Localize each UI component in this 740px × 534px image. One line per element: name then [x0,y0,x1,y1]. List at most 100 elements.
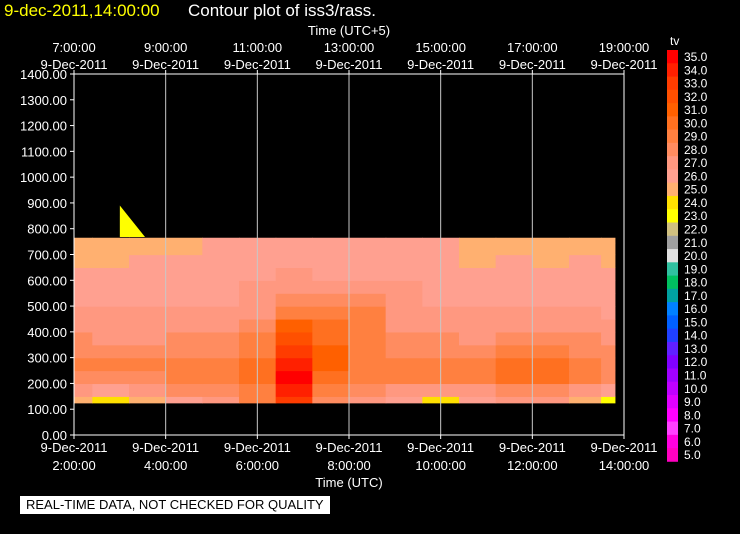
colorbar-level: 11.0 [684,368,707,382]
contour-cell [275,331,313,346]
contour-cell [92,357,130,372]
quality-warning-note: REAL-TIME DATA, NOT CHECKED FOR QUALITY [20,496,330,514]
contour-cell [495,267,533,281]
colorbar-level: 15.0 [684,315,708,329]
bottom-tick-date: 9-Dec-2011 [407,440,474,455]
contour-cell [312,383,350,397]
colorbar-swatch [667,315,678,330]
contour-cell [569,370,602,385]
contour-cell [385,370,423,385]
contour-cell [74,280,93,294]
contour-cell [129,293,167,307]
contour-cell [202,306,240,320]
contour-cell [532,280,570,294]
contour-cell [385,280,423,294]
contour-cell [532,396,570,404]
contour-cell [275,280,313,294]
contour-cell [349,383,387,397]
colorbar-level: 20.0 [684,249,708,263]
contour-cell [569,267,602,281]
contour-cell [532,318,570,333]
colorbar-swatch [667,195,678,210]
colorbar-swatch [667,156,678,170]
contour-cell [495,357,533,372]
contour-cell [74,357,93,372]
contour-cell [601,318,616,333]
colorbar-label: tv [670,34,679,48]
bottom-tick-date: 9-Dec-2011 [316,440,383,455]
contour-cell [74,344,93,359]
contour-cell [92,318,130,333]
contour-cell [459,254,497,268]
colorbar-swatch [667,142,678,157]
contour-cell [312,267,350,281]
top-tick-date: 9-Dec-2011 [224,57,291,72]
contour-cell [74,396,93,404]
contour-cell [569,344,602,359]
y-axis-ticks: 0.00 100.00 200.00 300.00 400.00 500.00 600.00… [20,67,74,443]
contour-cell [275,344,313,359]
contour-cell [385,242,423,256]
colorbar-swatch [667,328,678,343]
contour-cell [532,267,570,281]
contour-cell [349,280,387,294]
contour-cell [532,242,570,256]
contour-cell [129,280,167,294]
top-axis-ticks: 7:00:00 9-Dec-2011 9:00:00 9-Dec-2011 11:00:… [41,40,658,74]
contour-cell [92,396,130,404]
contour-cell [495,396,533,404]
contour-cell [74,254,93,268]
contour-cell [349,396,387,404]
colorbar-level: 35.0 [684,50,708,64]
top-tick-time: 7:00:00 [52,40,95,55]
y-tick-label: 600.00 [27,273,67,288]
top-tick-date: 9-Dec-2011 [591,57,658,72]
bottom-axis-ticks: 9-Dec-2011 2:00:00 9-Dec-2011 4:00:00 9-Dec-… [41,435,657,473]
colorbar-level: 23.0 [684,209,708,223]
contour-cell [569,306,602,320]
contour-cell [459,242,497,256]
bottom-tick-date: 9-Dec-2011 [132,440,199,455]
contour-cell [165,318,203,333]
colorbar-level: 16.0 [684,302,708,316]
contour-cell [532,293,570,307]
colorbar-swatch [667,222,678,237]
contour-cell [495,344,533,359]
contour-cell [532,254,570,268]
contour-cell [569,331,602,346]
contour-cell [385,306,423,320]
colorbar-swatch [667,103,678,117]
contour-cell [92,254,130,268]
colorbar-swatch [667,408,678,422]
contour-cell [165,242,203,256]
y-tick-label: 300.00 [27,351,67,366]
contour-cell [349,318,387,333]
y-tick-label: 200.00 [27,376,67,391]
top-tick-time: 17:00:00 [507,40,558,55]
contour-cell [532,237,570,244]
contour-cell [202,331,240,346]
bottom-tick-time: 8:00:00 [327,458,370,473]
contour-cell [202,370,240,385]
colorbar-swatch [667,288,678,303]
top-tick-date: 9-Dec-2011 [316,57,383,72]
contour-cell [532,370,570,385]
contour-cell [275,242,313,256]
contour-cell [601,383,616,397]
contour-cell [165,293,203,307]
contour-cell [349,357,387,372]
contour-cell [601,242,616,256]
contour-cell [385,293,423,307]
y-tick-label: 0.00 [42,428,67,443]
contour-cell [312,242,350,256]
colorbar-level: 31.0 [684,103,708,117]
y-tick-label: 500.00 [27,299,67,314]
contour-cell [495,280,533,294]
contour-field [74,205,616,404]
contour-cell [275,357,313,372]
contour-cell [74,306,93,320]
contour-cell [569,357,602,372]
colorbar-swatch [667,50,678,64]
colorbar-swatch [667,275,678,290]
